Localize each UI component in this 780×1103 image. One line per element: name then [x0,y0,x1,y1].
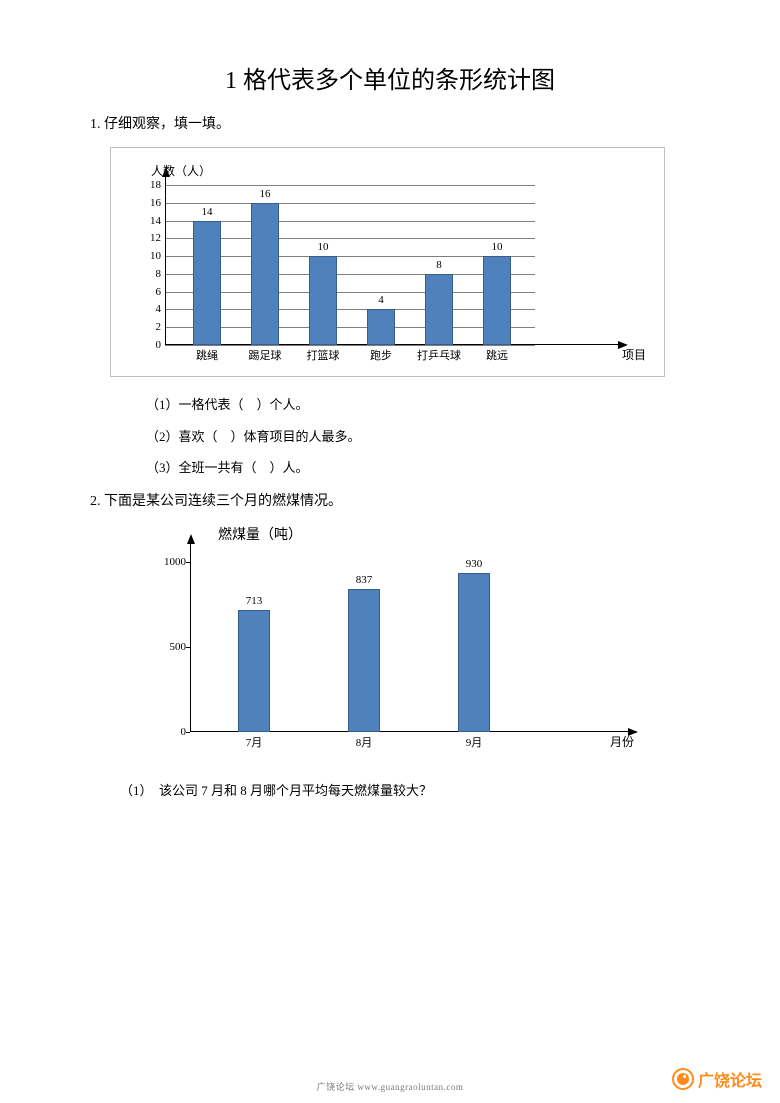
q1-sub3: （3）全班一共有（ ）人。 [146,458,690,478]
page-title: 1 格代表多个单位的条形统计图 [90,60,690,95]
chart1-gridline [165,203,535,204]
chart2-category-label: 7月 [246,734,263,750]
chart1-xlabel: 项目 [622,346,646,363]
chart2-yaxis-arrow [187,534,195,544]
footer-logo: 广饶论坛 [672,1067,762,1091]
footer-logo-icon [672,1068,694,1090]
chart1-ytick: 14 [143,215,161,227]
chart2-ytick: 0 [156,726,186,738]
chart1-bar: 14 [193,221,221,345]
chart1-bar-value: 10 [318,241,329,253]
q1-sub1: （1）一格代表（ ）个人。 [146,395,690,415]
chart1-container: 人数（人） 项目 14 跳绳 16 踢足球 10 打篮球 4 跑步 8 打乒乓球 10 跳远 0 2 4 6… [110,147,665,377]
chart1-ytick: 16 [143,197,161,209]
chart1-yaxis-arrow [162,167,170,177]
chart1-bar: 8 [425,274,453,345]
chart2-ytick: 1000 [156,556,186,568]
chart1-bar-value: 4 [378,294,384,306]
chart2-category-label: 9月 [466,734,483,750]
chart1-gridline [165,185,535,186]
chart1-category-label: 跳绳 [196,347,218,363]
chart1-bar-value: 14 [202,206,213,218]
chart2-bar-value: 713 [246,595,263,607]
chart2-category-label: 8月 [356,734,373,750]
chart1-bar-value: 10 [492,241,503,253]
chart1-bar: 16 [251,203,279,345]
chart1-bar: 4 [367,309,395,345]
chart1-category-label: 打乒乓球 [417,347,461,363]
chart2-ytick-mark [186,562,190,563]
chart1-bar-value: 16 [260,188,271,200]
chart2-xlabel: 月份 [610,733,634,750]
chart1-bar: 10 [483,256,511,345]
chart2-bar: 930 [458,573,490,731]
q2-heading: 2. 下面是某公司连续三个月的燃煤情况。 [90,490,690,510]
chart2-bar: 837 [348,589,380,731]
chart1-yaxis [165,175,166,345]
chart2-container: 燃煤量（吨） 月份 0 500 1000 713 7月 837 8月 930 9月 [150,524,690,752]
chart1-bar: 10 [309,256,337,345]
chart1-ytick: 0 [143,339,161,351]
q2-sub1: （1） 该公司 7 月和 8 月哪个月平均每天燃煤量较大？ [120,780,690,799]
chart1-ytick: 12 [143,232,161,244]
q1-sub2: （2）喜欢（ ）体育项目的人最多。 [146,427,690,447]
chart1-ytick: 2 [143,321,161,333]
chart1-ytick: 10 [143,250,161,262]
chart1-ytick: 18 [143,179,161,191]
chart2-yaxis [190,542,191,732]
chart1-plot: 项目 14跳绳16踢足球10打篮球4跑步8打乒乓球10跳远 0246810121… [165,185,635,345]
chart2-bar-value: 930 [466,558,483,570]
chart2-ytick-mark [186,647,190,648]
chart1-ytick: 4 [143,303,161,315]
chart1-bar-value: 8 [436,259,442,271]
chart2-plot: 月份 050010007137月8378月9309月 [150,552,630,752]
chart1-ylabel: 人数（人） [141,162,644,179]
chart1-category-label: 跳远 [486,347,508,363]
chart2-bar-value: 837 [356,574,373,586]
chart1-gridline [165,345,535,346]
chart1-category-label: 跑步 [370,347,392,363]
footer-center-text: 广饶论坛 www.guangraoluntan.com [317,1080,464,1093]
chart2-ytick: 500 [156,641,186,653]
chart2-bar: 713 [238,610,270,731]
chart2-title: 燃煤量（吨） [218,524,690,544]
chart1-category-label: 打篮球 [307,347,340,363]
q1-heading: 1. 仔细观察，填一填。 [90,113,690,133]
chart1-category-label: 踢足球 [249,347,282,363]
footer-logo-text: 广饶论坛 [698,1067,762,1091]
chart1-ytick: 6 [143,286,161,298]
chart2-ytick-mark [186,732,190,733]
chart1-ytick: 8 [143,268,161,280]
